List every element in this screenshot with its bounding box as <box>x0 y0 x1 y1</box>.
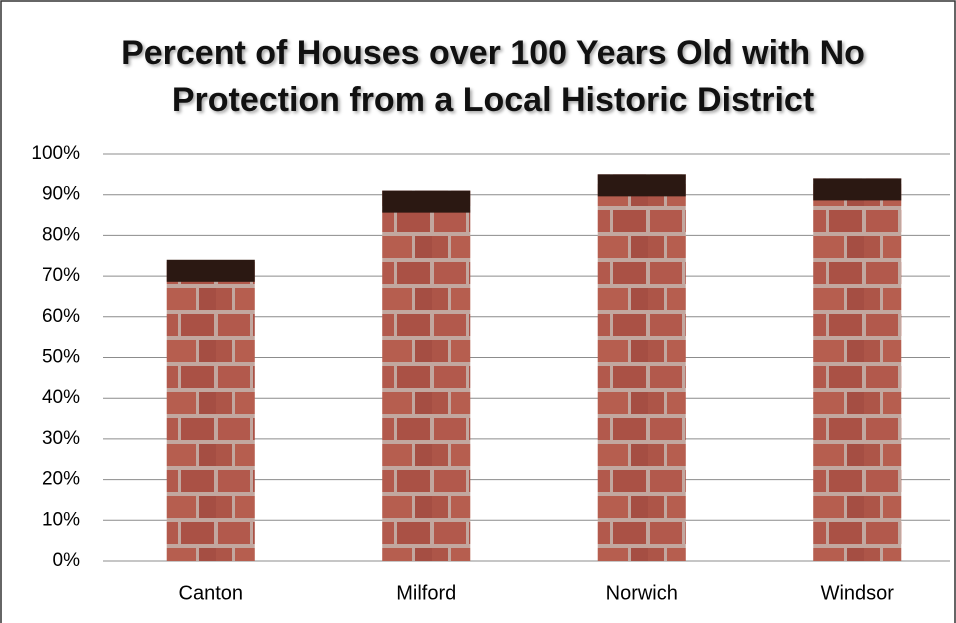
y-tick-label: 10% <box>42 509 80 530</box>
y-tick-label: 50% <box>42 347 80 368</box>
bar-cap <box>597 174 686 197</box>
bar-shade <box>597 174 686 561</box>
x-tick-label: Windsor <box>821 582 895 604</box>
y-tick-label: 30% <box>42 428 80 449</box>
x-tick-label: Milford <box>396 582 456 604</box>
bar-cap <box>382 190 471 213</box>
bar-cap <box>813 178 902 201</box>
x-tick-label: Canton <box>179 582 244 604</box>
y-tick-label: 80% <box>42 224 80 245</box>
y-tick-label: 0% <box>53 550 81 571</box>
bar-cap <box>166 259 255 282</box>
y-tick-label: 60% <box>42 306 80 327</box>
plot-area: 0% 10% 20% 30% 40% 50% 60% 70% 80% 90% 100% Canton M… <box>31 143 950 604</box>
bar <box>597 174 686 561</box>
y-tick-label: 100% <box>31 143 80 164</box>
y-tick-label: 40% <box>42 387 80 408</box>
bar-shade <box>166 259 255 561</box>
bar <box>382 190 471 561</box>
bar-shade <box>813 178 902 562</box>
y-tick-label: 20% <box>42 469 80 490</box>
chart-title: Percent of Houses over 100 Years Old wit… <box>121 34 865 119</box>
x-tick-label: Norwich <box>606 582 678 604</box>
bar <box>813 178 902 562</box>
bar <box>166 259 255 561</box>
y-tick-label: 70% <box>42 265 80 286</box>
y-tick-label: 90% <box>42 184 80 205</box>
bar-shade <box>382 190 471 561</box>
